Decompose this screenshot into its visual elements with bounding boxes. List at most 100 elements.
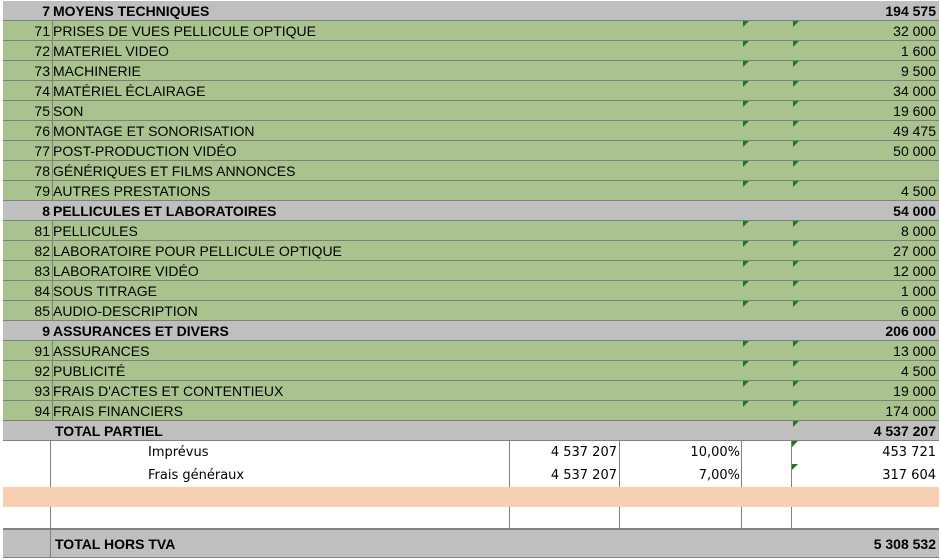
- column-divider: [52, 361, 53, 380]
- line-item-code: 74: [34, 82, 50, 99]
- line-item-code: 92: [34, 362, 50, 379]
- column-divider: [741, 507, 742, 528]
- line-item-row[interactable]: 74 MATÉRIEL ÉCLAIRAGE 34 000: [3, 81, 939, 101]
- line-item-code: 77: [34, 142, 50, 159]
- column-divider: [791, 464, 792, 487]
- extra-cost-label: Frais généraux: [148, 468, 245, 483]
- comment-marker-icon: [743, 301, 749, 307]
- line-item-amount: 8 000: [900, 222, 936, 239]
- comment-marker-icon: [743, 41, 749, 47]
- line-item-row[interactable]: 85 AUDIO-DESCRIPTION 6 000: [3, 301, 939, 321]
- comment-marker-icon: [743, 341, 749, 347]
- comment-marker-icon: [743, 81, 749, 87]
- line-item-row[interactable]: 77 POST-PRODUCTION VIDÉO 50 000: [3, 141, 939, 161]
- extra-cost-amount: 453 721: [882, 445, 936, 460]
- line-item-row[interactable]: 84 SOUS TITRAGE 1 000: [3, 281, 939, 301]
- line-item-row[interactable]: 76 MONTAGE ET SONORISATION 49 475: [3, 121, 939, 141]
- total-partiel-label: TOTAL PARTIEL: [55, 422, 163, 439]
- total-hors-tva-row[interactable]: TOTAL HORS TVA 5 308 532: [3, 529, 939, 558]
- line-item-amount: 34 000: [893, 82, 936, 99]
- section-title: PELLICULES ET LABORATOIRES: [53, 202, 277, 219]
- comment-marker-icon: [793, 181, 799, 187]
- line-item-label: PRISES DE VUES PELLICULE OPTIQUE: [53, 22, 316, 39]
- line-item-row[interactable]: 82 LABORATOIRE POUR PELLICULE OPTIQUE 27 0…: [3, 241, 939, 261]
- line-item-row[interactable]: 73 MACHINERIE 9 500: [3, 61, 939, 81]
- line-item-label: SOUS TITRAGE: [53, 282, 157, 299]
- comment-marker-icon: [793, 261, 799, 267]
- empty-row[interactable]: [3, 507, 939, 529]
- section-code: 9: [42, 322, 50, 339]
- line-item-row[interactable]: 71 PRISES DE VUES PELLICULE OPTIQUE 32 000: [3, 21, 939, 41]
- section-header-row[interactable]: 9 ASSURANCES ET DIVERS 206 000: [3, 321, 939, 341]
- column-divider: [619, 464, 620, 487]
- column-divider: [741, 464, 742, 487]
- total-partiel-row[interactable]: TOTAL PARTIEL 4 537 207: [3, 421, 939, 441]
- comment-marker-icon: [793, 161, 799, 167]
- extra-cost-row[interactable]: Frais généraux 4 537 207 7,00% 317 604: [3, 464, 939, 487]
- column-divider: [791, 507, 792, 528]
- line-item-row[interactable]: 75 SON 19 600: [3, 101, 939, 121]
- column-divider: [52, 301, 53, 320]
- section-total: 194 575: [885, 2, 936, 19]
- comment-marker-icon: [743, 381, 749, 387]
- line-item-row[interactable]: 81 PELLICULES 8 000: [3, 221, 939, 241]
- line-item-row[interactable]: 91 ASSURANCES 13 000: [3, 341, 939, 361]
- comment-marker-icon: [793, 81, 799, 87]
- column-divider: [52, 41, 53, 60]
- line-item-amount: 12 000: [893, 262, 936, 279]
- section-header-row[interactable]: 8 PELLICULES ET LABORATOIRES 54 000: [3, 201, 939, 221]
- line-item-label: PUBLICITÉ: [53, 362, 126, 379]
- line-item-code: 84: [34, 282, 50, 299]
- extra-cost-rate: 7,00%: [698, 468, 740, 483]
- section-title: MOYENS TECHNIQUES: [53, 2, 210, 19]
- column-divider: [52, 61, 53, 80]
- comment-marker-icon: [743, 281, 749, 287]
- line-item-label: POST-PRODUCTION VIDÉO: [53, 142, 237, 159]
- column-divider: [52, 121, 53, 140]
- line-item-row[interactable]: 72 MATERIEL VIDEO 1 600: [3, 41, 939, 61]
- line-item-row[interactable]: 94 FRAIS FINANCIERS 174 000: [3, 401, 939, 421]
- comment-marker-icon: [793, 61, 799, 67]
- comment-marker-icon: [793, 101, 799, 107]
- comment-marker-icon: [743, 61, 749, 67]
- section-total: 206 000: [885, 322, 936, 339]
- total-hors-tva-label: TOTAL HORS TVA: [55, 535, 176, 552]
- column-divider: [619, 441, 620, 464]
- column-divider: [52, 241, 53, 260]
- column-divider: [52, 161, 53, 180]
- line-item-amount: 4 500: [900, 182, 936, 199]
- line-item-amount: 174 000: [885, 402, 936, 419]
- comment-marker-icon: [793, 41, 799, 47]
- column-divider: [52, 381, 53, 400]
- line-item-row[interactable]: 93 FRAIS D'ACTES ET CONTENTIEUX 19 000: [3, 381, 939, 401]
- extra-cost-amount: 317 604: [882, 468, 936, 483]
- line-item-row[interactable]: 78 GÉNÉRIQUES ET FILMS ANNONCES: [3, 161, 939, 181]
- highlighted-empty-row[interactable]: [3, 487, 939, 507]
- extra-cost-base: 4 537 207: [550, 468, 617, 483]
- section-header-row[interactable]: 7 MOYENS TECHNIQUES 194 575: [3, 1, 939, 21]
- line-item-label: GÉNÉRIQUES ET FILMS ANNONCES: [53, 162, 296, 179]
- line-item-row[interactable]: 83 LABORATOIRE VIDÉO 12 000: [3, 261, 939, 281]
- line-item-row[interactable]: 79 AUTRES PRESTATIONS 4 500: [3, 181, 939, 201]
- column-divider: [52, 21, 53, 40]
- line-item-amount: 6 000: [900, 302, 936, 319]
- comment-marker-icon: [792, 464, 798, 470]
- column-divider: [52, 81, 53, 100]
- line-item-label: FRAIS D'ACTES ET CONTENTIEUX: [53, 382, 284, 399]
- line-item-amount: 50 000: [893, 142, 936, 159]
- column-divider: [52, 101, 53, 120]
- line-item-amount: 19 000: [893, 382, 936, 399]
- extra-cost-label: Imprévus: [148, 445, 209, 460]
- line-item-code: 76: [34, 122, 50, 139]
- line-item-code: 73: [34, 62, 50, 79]
- line-item-label: FRAIS FINANCIERS: [53, 402, 183, 419]
- extra-cost-row[interactable]: Imprévus 4 537 207 10,00% 453 721: [3, 441, 939, 464]
- line-item-code: 82: [34, 242, 50, 259]
- comment-marker-icon: [793, 141, 799, 147]
- line-item-row[interactable]: 92 PUBLICITÉ 4 500: [3, 361, 939, 381]
- line-item-code: 93: [34, 382, 50, 399]
- line-item-label: LABORATOIRE POUR PELLICULE OPTIQUE: [53, 242, 342, 259]
- line-item-amount: 4 500: [900, 362, 936, 379]
- comment-marker-icon: [743, 141, 749, 147]
